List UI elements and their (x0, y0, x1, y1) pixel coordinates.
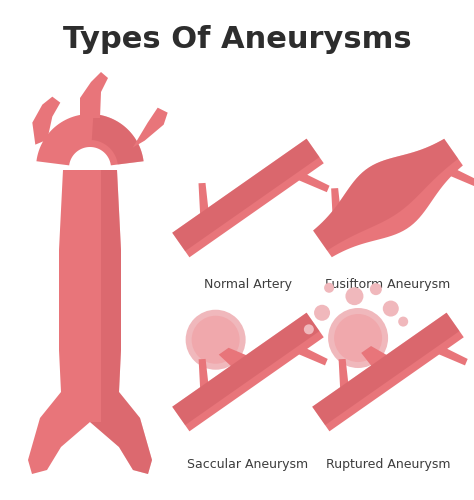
Polygon shape (172, 138, 324, 258)
Polygon shape (313, 139, 458, 250)
Text: Fusiftorm Aneurysm: Fusiftorm Aneurysm (325, 278, 451, 291)
Polygon shape (92, 114, 144, 164)
Text: Types Of Aneurysms: Types Of Aneurysms (63, 25, 411, 54)
Circle shape (334, 314, 382, 362)
Polygon shape (36, 114, 144, 166)
Polygon shape (80, 72, 108, 118)
Circle shape (186, 310, 246, 370)
Polygon shape (338, 359, 350, 402)
Circle shape (370, 283, 382, 295)
Polygon shape (312, 312, 464, 432)
Polygon shape (199, 359, 210, 402)
Circle shape (191, 316, 240, 364)
Polygon shape (313, 139, 463, 257)
Polygon shape (437, 160, 474, 186)
Polygon shape (331, 188, 343, 233)
Circle shape (304, 324, 314, 334)
Polygon shape (289, 340, 328, 365)
Circle shape (314, 305, 330, 321)
Polygon shape (219, 348, 249, 368)
Polygon shape (199, 183, 210, 228)
Polygon shape (289, 166, 329, 192)
Circle shape (346, 287, 364, 305)
Text: Ruptured Aneurysm: Ruptured Aneurysm (326, 458, 450, 471)
Circle shape (398, 316, 408, 326)
Polygon shape (133, 108, 168, 148)
Text: Saccular Aneurysm: Saccular Aneurysm (187, 458, 309, 471)
Circle shape (324, 283, 334, 293)
Polygon shape (312, 312, 459, 425)
Polygon shape (429, 340, 468, 365)
Polygon shape (32, 96, 60, 144)
Polygon shape (361, 346, 389, 368)
Polygon shape (28, 170, 152, 474)
Text: Normal Artery: Normal Artery (204, 278, 292, 291)
Circle shape (383, 300, 399, 316)
Polygon shape (172, 138, 319, 251)
Polygon shape (172, 312, 319, 425)
Polygon shape (172, 312, 324, 432)
Polygon shape (90, 170, 152, 474)
Circle shape (328, 308, 388, 368)
